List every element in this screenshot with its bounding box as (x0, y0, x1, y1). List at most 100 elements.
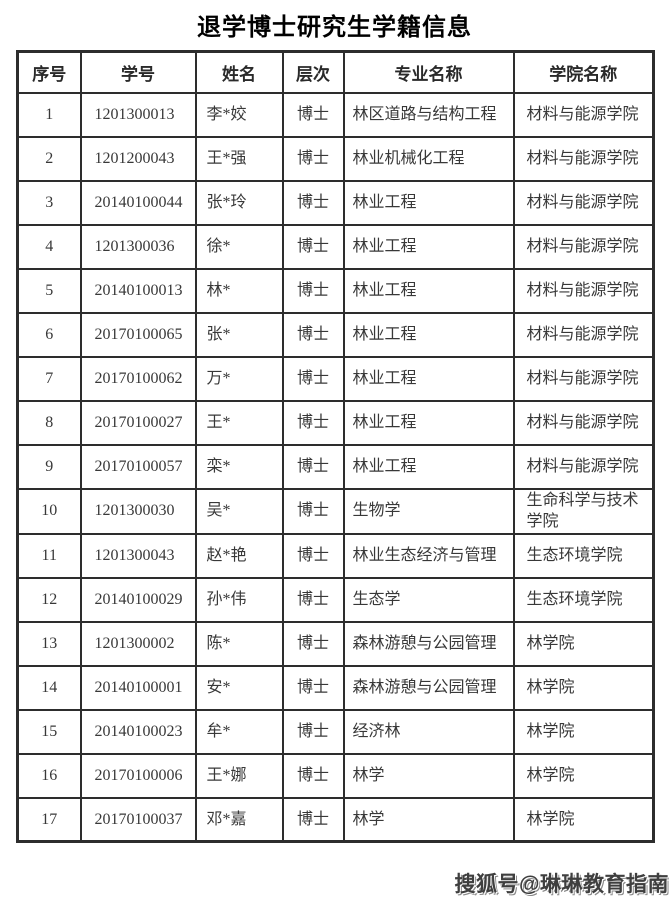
cell-college: 材料与能源学院 (512, 311, 655, 358)
table-row: 16 20170100006 王*娜 博士 林学 林学院 (16, 752, 655, 799)
cell-student-id: 20140100001 (79, 664, 197, 711)
cell-index: 1 (16, 91, 82, 138)
table-row: 5 20140100013 林* 博士 林业工程 材料与能源学院 (16, 267, 655, 314)
table-row: 9 20170100057 栾* 博士 林业工程 材料与能源学院 (16, 443, 655, 490)
cell-level: 博士 (281, 708, 345, 755)
cell-student-id: 1201200043 (79, 135, 197, 182)
table-row: 15 20140100023 牟* 博士 经济林 林学院 (16, 708, 655, 755)
cell-level: 博士 (281, 223, 345, 270)
cell-name: 牟* (194, 708, 284, 755)
cell-college: 林学院 (512, 620, 655, 667)
cell-college: 材料与能源学院 (512, 179, 655, 226)
cell-name: 吴* (194, 487, 284, 535)
cell-college: 生态环境学院 (512, 532, 655, 579)
cell-major: 林业工程 (342, 311, 515, 358)
cell-name: 王*强 (194, 135, 284, 182)
cell-name: 张*玲 (194, 179, 284, 226)
cell-level: 博士 (281, 443, 345, 490)
cell-level: 博士 (281, 752, 345, 799)
cell-level: 博士 (281, 796, 345, 843)
cell-index: 11 (16, 532, 82, 579)
cell-college: 林学院 (512, 664, 655, 711)
cell-college: 生态环境学院 (512, 576, 655, 623)
cell-major: 林业工程 (342, 267, 515, 314)
cell-major: 生态学 (342, 576, 515, 623)
cell-name: 王* (194, 399, 284, 446)
cell-student-id: 20170100027 (79, 399, 197, 446)
cell-index: 14 (16, 664, 82, 711)
table-row: 7 20170100062 万* 博士 林业工程 材料与能源学院 (16, 355, 655, 402)
cell-index: 15 (16, 708, 82, 755)
cell-college: 生命科学与技术学院 (512, 487, 655, 535)
cell-student-id: 1201300002 (79, 620, 197, 667)
cell-level: 博士 (281, 399, 345, 446)
cell-major: 林业工程 (342, 223, 515, 270)
cell-level: 博士 (281, 487, 345, 535)
cell-index: 12 (16, 576, 82, 623)
cell-level: 博士 (281, 532, 345, 579)
cell-college: 林学院 (512, 752, 655, 799)
cell-student-id: 20140100044 (79, 179, 197, 226)
cell-index: 13 (16, 620, 82, 667)
cell-major: 经济林 (342, 708, 515, 755)
cell-major: 森林游憩与公园管理 (342, 620, 515, 667)
cell-student-id: 20170100057 (79, 443, 197, 490)
cell-level: 博士 (281, 135, 345, 182)
table-row: 12 20140100029 孙*伟 博士 生态学 生态环境学院 (16, 576, 655, 623)
cell-college: 材料与能源学院 (512, 223, 655, 270)
cell-name: 林* (194, 267, 284, 314)
column-header-level: 层次 (281, 50, 345, 94)
cell-name: 邓*嘉 (194, 796, 284, 843)
cell-index: 10 (16, 487, 82, 535)
cell-student-id: 1201300036 (79, 223, 197, 270)
cell-college: 材料与能源学院 (512, 399, 655, 446)
cell-college: 材料与能源学院 (512, 267, 655, 314)
cell-major: 林业生态经济与管理 (342, 532, 515, 579)
cell-level: 博士 (281, 664, 345, 711)
column-header-college: 学院名称 (512, 50, 655, 94)
cell-index: 6 (16, 311, 82, 358)
table-row: 4 1201300036 徐* 博士 林业工程 材料与能源学院 (16, 223, 655, 270)
cell-student-id: 20170100006 (79, 752, 197, 799)
cell-name: 徐* (194, 223, 284, 270)
cell-major: 林业工程 (342, 355, 515, 402)
cell-name: 赵*艳 (194, 532, 284, 579)
table-row: 10 1201300030 吴* 博士 生物学 生命科学与技术学院 (16, 487, 655, 535)
cell-level: 博士 (281, 355, 345, 402)
cell-name: 陈* (194, 620, 284, 667)
table-row: 17 20170100037 邓*嘉 博士 林学 林学院 (16, 796, 655, 843)
cell-college: 林学院 (512, 796, 655, 843)
cell-level: 博士 (281, 179, 345, 226)
cell-college: 材料与能源学院 (512, 443, 655, 490)
watermark: 搜狐号@琳琳教育指南 (454, 873, 669, 896)
cell-college: 材料与能源学院 (512, 91, 655, 138)
cell-student-id: 1201300030 (79, 487, 197, 535)
cell-student-id: 1201300043 (79, 532, 197, 579)
cell-student-id: 20170100065 (79, 311, 197, 358)
table-row: 11 1201300043 赵*艳 博士 林业生态经济与管理 生态环境学院 (16, 532, 655, 579)
cell-level: 博士 (281, 620, 345, 667)
table-row: 14 20140100001 安* 博士 森林游憩与公园管理 林学院 (16, 664, 655, 711)
cell-level: 博士 (281, 576, 345, 623)
table-row: 13 1201300002 陈* 博士 森林游憩与公园管理 林学院 (16, 620, 655, 667)
cell-name: 万* (194, 355, 284, 402)
cell-name: 李*姣 (194, 91, 284, 138)
cell-index: 3 (16, 179, 82, 226)
cell-college: 材料与能源学院 (512, 135, 655, 182)
cell-major: 林业工程 (342, 179, 515, 226)
column-header-index: 序号 (16, 50, 82, 94)
cell-major: 林学 (342, 796, 515, 843)
cell-student-id: 20140100029 (79, 576, 197, 623)
cell-level: 博士 (281, 267, 345, 314)
cell-student-id: 20170100062 (79, 355, 197, 402)
cell-college: 林学院 (512, 708, 655, 755)
cell-major: 森林游憩与公园管理 (342, 664, 515, 711)
cell-name: 栾* (194, 443, 284, 490)
table-row: 2 1201200043 王*强 博士 林业机械化工程 材料与能源学院 (16, 135, 655, 182)
cell-index: 16 (16, 752, 82, 799)
cell-index: 9 (16, 443, 82, 490)
table-row: 3 20140100044 张*玲 博士 林业工程 材料与能源学院 (16, 179, 655, 226)
column-header-student-id: 学号 (79, 50, 197, 94)
cell-major: 林区道路与结构工程 (342, 91, 515, 138)
